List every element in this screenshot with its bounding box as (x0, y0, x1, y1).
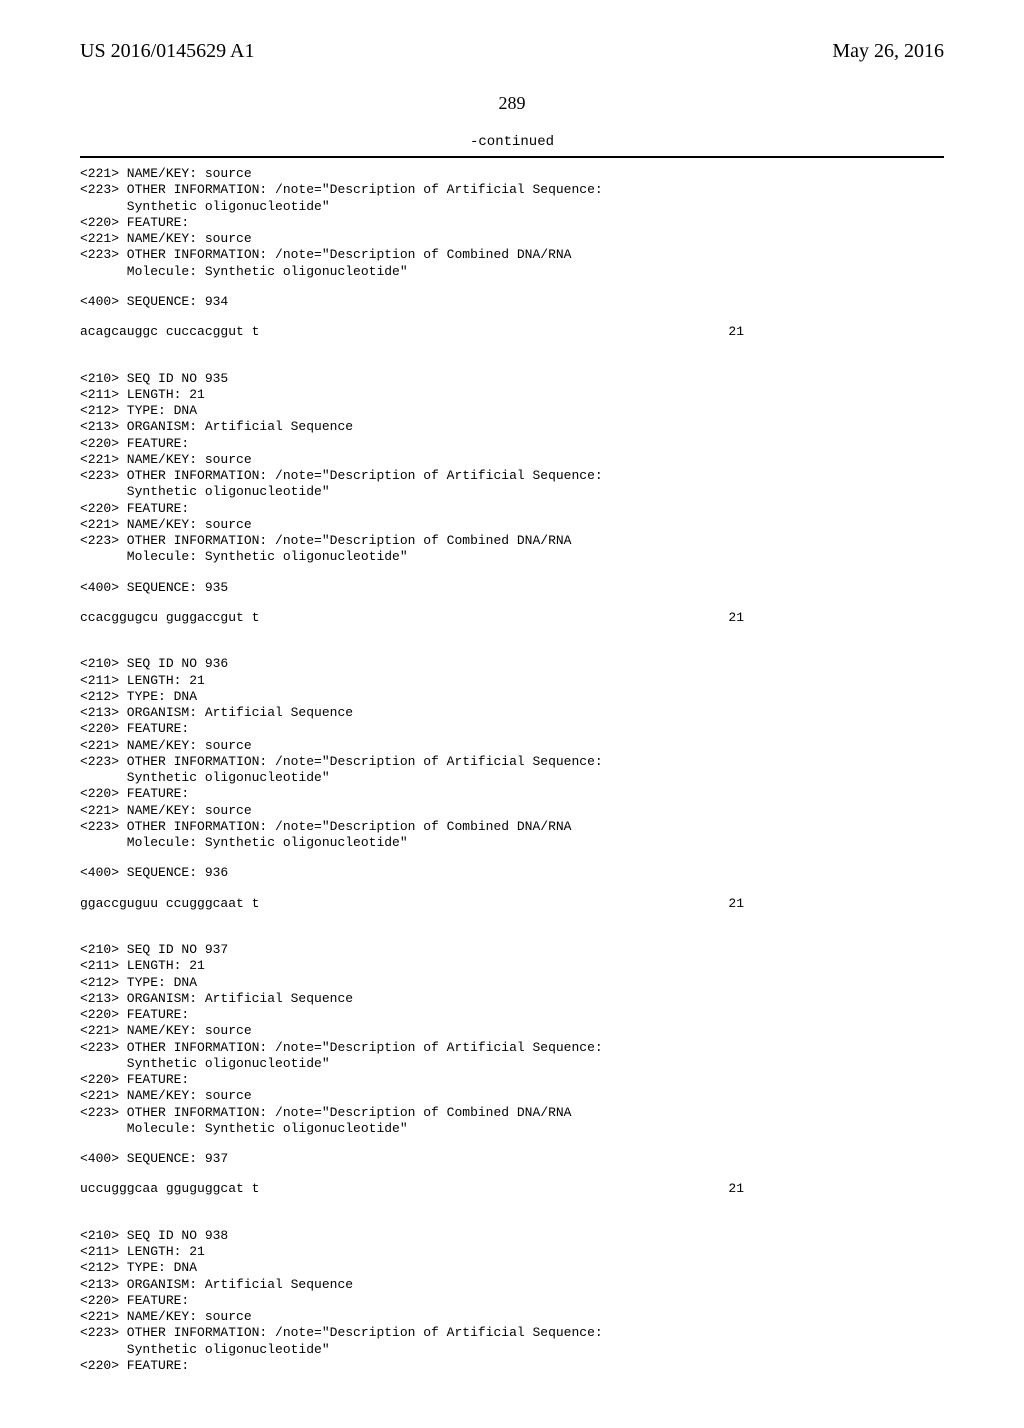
listing-block: <400> SEQUENCE: 934 (80, 294, 944, 310)
sequence-row: uccugggcaa gguguggcat t 21 (80, 1181, 944, 1197)
sequence-length: 21 (728, 1181, 944, 1197)
publication-date: May 26, 2016 (832, 40, 944, 63)
page-header: US 2016/0145629 A1 May 26, 2016 (80, 40, 944, 63)
listing-lines: <210> SEQ ID NO 935 <211> LENGTH: 21 <21… (80, 354, 944, 565)
sequence-length: 21 (728, 610, 944, 626)
listing-block: <210> SEQ ID NO 935 <211> LENGTH: 21 <21… (80, 354, 944, 565)
listing-block: <400> SEQUENCE: 936 (80, 865, 944, 881)
listing-lines: <210> SEQ ID NO 936 <211> LENGTH: 21 <21… (80, 640, 944, 851)
listing-lines: <400> SEQUENCE: 934 (80, 294, 944, 310)
listing-block: acagcauggc cuccacggut t 21 (80, 324, 944, 340)
sequence-text: ccacggugcu guggaccgut t (80, 610, 259, 626)
listing-block: ccacggugcu guggaccgut t 21 (80, 610, 944, 626)
listing-block: <210> SEQ ID NO 938 <211> LENGTH: 21 <21… (80, 1212, 944, 1375)
listing-block: <210> SEQ ID NO 937 <211> LENGTH: 21 <21… (80, 926, 944, 1137)
sequence-row: ccacggugcu guggaccgut t 21 (80, 610, 944, 626)
listing-block: ggaccguguu ccugggcaat t 21 (80, 896, 944, 912)
page-number: 289 (80, 93, 944, 114)
sequence-row: ggaccguguu ccugggcaat t 21 (80, 896, 944, 912)
listing-lines: <400> SEQUENCE: 937 (80, 1151, 944, 1167)
sequence-text: uccugggcaa gguguggcat t (80, 1181, 259, 1197)
page-container: US 2016/0145629 A1 May 26, 2016 289 -con… (0, 0, 1024, 1428)
listing-block: <221> NAME/KEY: source <223> OTHER INFOR… (80, 166, 944, 280)
sequence-length: 21 (728, 896, 944, 912)
sequence-text: acagcauggc cuccacggut t (80, 324, 259, 340)
listing-lines: <210> SEQ ID NO 938 <211> LENGTH: 21 <21… (80, 1212, 944, 1375)
sequence-listing-content: <221> NAME/KEY: source <223> OTHER INFOR… (80, 166, 944, 1374)
sequence-length: 21 (728, 324, 944, 340)
listing-block: uccugggcaa gguguggcat t 21 (80, 1181, 944, 1197)
top-rule (80, 156, 944, 158)
sequence-row: acagcauggc cuccacggut t 21 (80, 324, 944, 340)
listing-lines: <400> SEQUENCE: 936 (80, 865, 944, 881)
listing-lines: <400> SEQUENCE: 935 (80, 580, 944, 596)
continued-label: -continued (80, 134, 944, 150)
listing-lines: <210> SEQ ID NO 937 <211> LENGTH: 21 <21… (80, 926, 944, 1137)
listing-block: <400> SEQUENCE: 937 (80, 1151, 944, 1167)
listing-block: <400> SEQUENCE: 935 (80, 580, 944, 596)
publication-number: US 2016/0145629 A1 (80, 40, 254, 63)
listing-block: <210> SEQ ID NO 936 <211> LENGTH: 21 <21… (80, 640, 944, 851)
sequence-text: ggaccguguu ccugggcaat t (80, 896, 259, 912)
listing-lines: <221> NAME/KEY: source <223> OTHER INFOR… (80, 166, 944, 280)
